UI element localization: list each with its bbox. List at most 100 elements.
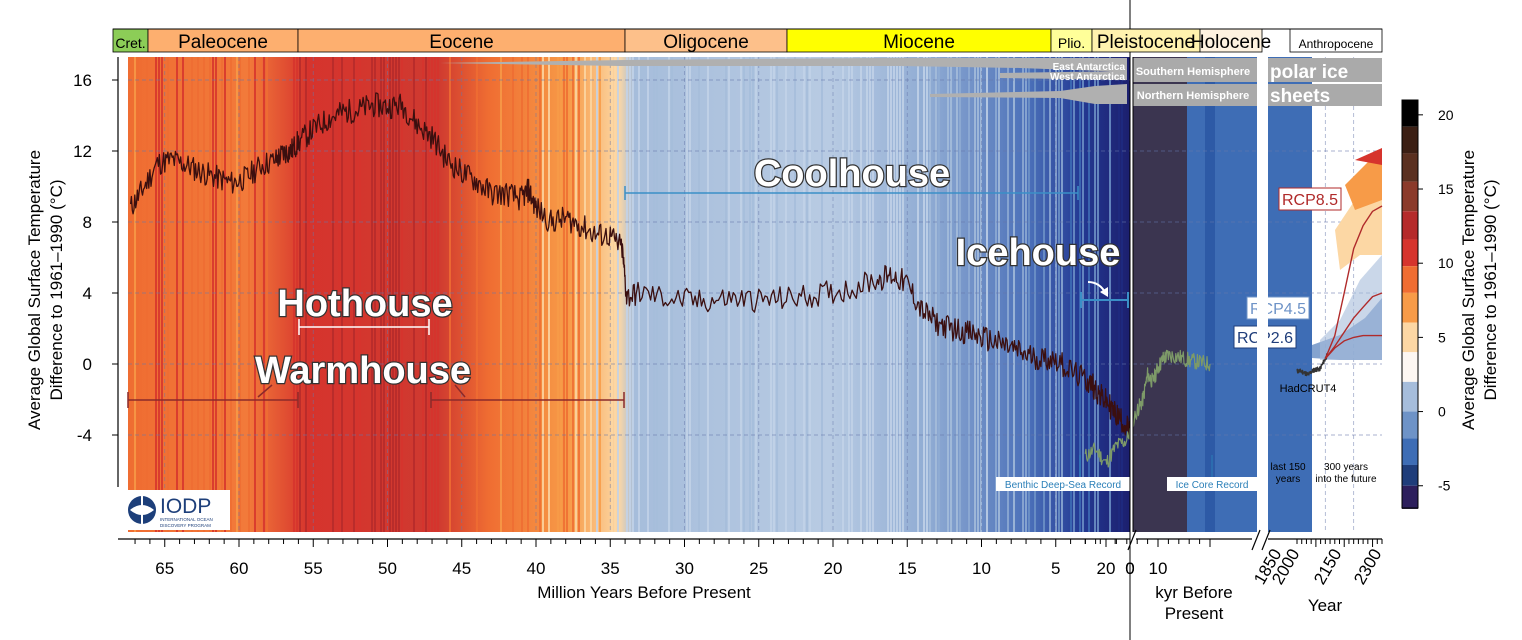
stripe [584, 57, 586, 532]
colorbar-segment [1402, 153, 1418, 182]
stripe [890, 57, 892, 532]
epoch-label: Plio. [1058, 35, 1085, 51]
stripe [590, 57, 592, 532]
stripe [563, 57, 565, 532]
axis-break [1261, 529, 1271, 551]
stripe [1073, 57, 1075, 532]
stripe [527, 57, 529, 532]
stripe [752, 57, 754, 532]
coolhouse-label: Coolhouse [754, 153, 950, 195]
x-tick-label: 15 [898, 559, 917, 578]
stripe [239, 57, 241, 532]
x-tick-label: 0 [1125, 559, 1134, 578]
warmhouse-bracket [127, 384, 625, 408]
stripe [1025, 57, 1027, 532]
stripe [902, 57, 904, 532]
colorbar-segment [1402, 485, 1418, 508]
stripe [197, 57, 199, 532]
colorbar-segment [1402, 352, 1418, 382]
epoch-header: Cret. Paleocene Eocene Oligocene Miocene Plio… [112, 28, 1383, 53]
stripe [167, 57, 169, 532]
stripe [887, 57, 889, 532]
benthic-record-label: Benthic Deep-Sea Record [1005, 480, 1121, 491]
stripe [434, 57, 436, 532]
stripe [1043, 57, 1045, 532]
stripe [266, 57, 268, 532]
stripe [383, 57, 385, 532]
stripe [191, 57, 193, 532]
x-tick-label: 30 [675, 559, 694, 578]
stripe [314, 57, 316, 532]
stripe [848, 57, 850, 532]
axis-break [1251, 529, 1261, 551]
stripe [425, 57, 427, 532]
stripe [1121, 57, 1123, 532]
stripe [521, 57, 523, 532]
epoch-label: Anthropocene [1299, 37, 1374, 51]
stripe [1118, 57, 1120, 532]
stripe [389, 57, 391, 532]
ice-sheet-bars [440, 58, 1382, 106]
background-kyr-band [1205, 57, 1215, 532]
y-axis-label-left-2: Difference to 1961–1990 (°C) [47, 179, 66, 400]
x-tick-label: 20 [1097, 559, 1116, 578]
stripe [1088, 57, 1090, 532]
stripe [842, 57, 844, 532]
stripe [296, 57, 298, 532]
ice-core-record-line [1084, 349, 1211, 468]
stripe [617, 57, 619, 532]
stripe [1007, 57, 1009, 532]
colorbar-frame [1401, 99, 1419, 509]
stripe [542, 57, 544, 532]
stripe [548, 57, 550, 532]
stripe [896, 57, 898, 532]
temperature-series [129, 92, 1383, 468]
colorbar-segment [1402, 292, 1418, 323]
x-tick-label: 2300 [1350, 546, 1385, 588]
colorbar-segment [1402, 411, 1418, 439]
y-tick-label: 16 [73, 71, 92, 90]
southern-hemisphere-label: Southern Hemisphere [1136, 66, 1250, 78]
iodp-logo-text: IODP [160, 495, 211, 518]
y-axis-label-right-1: Average Global Surface Temperature [1459, 150, 1478, 430]
stripe [572, 57, 574, 532]
x-tick-label: 50 [378, 559, 397, 578]
x-tick-label: 35 [601, 559, 620, 578]
northern-hemisphere-label: Northern Hemisphere [1137, 90, 1249, 102]
future-label-2: into the future [1315, 474, 1377, 485]
stripe [986, 57, 988, 532]
colorbar-tick-label: -5 [1438, 478, 1451, 494]
hothouse-bracket [298, 319, 430, 335]
colorbar-segment [1402, 381, 1418, 412]
hadcrut4-label: HadCRUT4 [1280, 383, 1337, 395]
stripe [1013, 57, 1015, 532]
stripe [221, 57, 223, 532]
stripe [146, 57, 148, 532]
stripe [203, 57, 205, 532]
y-axis-label-left-1: Average Global Surface Temperature [25, 150, 44, 430]
stripe [860, 57, 862, 532]
stripe [413, 57, 415, 532]
stripe [332, 57, 334, 532]
y-tick-label: 12 [73, 142, 92, 161]
stripe [392, 57, 394, 532]
stripe [995, 57, 997, 532]
stripe [851, 57, 853, 532]
stripe [575, 57, 577, 532]
stripe [614, 57, 616, 532]
y-tick-label: 4 [83, 284, 92, 303]
stripe [743, 57, 745, 532]
sheets-label: sheets [1270, 86, 1330, 107]
stripe [686, 57, 688, 532]
stripe [248, 57, 250, 532]
stripe [476, 57, 478, 532]
stripe [935, 57, 937, 532]
stripe [1097, 57, 1099, 532]
stripe [1094, 57, 1096, 532]
stripe [923, 57, 925, 532]
rcp85-label: RCP8.5 [1282, 192, 1338, 209]
stripe [212, 57, 214, 532]
stripe [557, 57, 559, 532]
stripe [668, 57, 670, 532]
stripe [1049, 57, 1051, 532]
